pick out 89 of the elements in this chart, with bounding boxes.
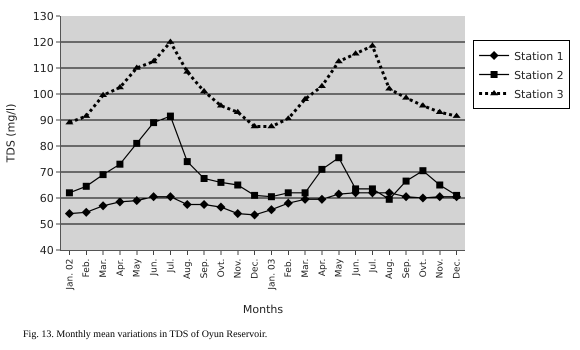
x-tick-label: Feb.	[82, 258, 92, 278]
caption: Fig. 13. Monthly mean variations in TDS of Oyun Reservoir.	[23, 329, 268, 340]
point	[184, 158, 191, 166]
x-tick-label: Ovt.	[216, 258, 227, 278]
legend-label: Station 3	[514, 88, 564, 101]
point	[100, 171, 107, 178]
point	[82, 182, 90, 190]
point	[453, 192, 460, 199]
x-tick-label: Apr.	[318, 258, 328, 276]
point	[418, 193, 428, 203]
point	[200, 200, 209, 210]
point	[98, 201, 108, 210]
x-axis-title: Months	[242, 302, 284, 316]
x-tick-label: Mar.	[99, 258, 110, 278]
point	[116, 160, 124, 168]
point	[251, 192, 258, 199]
x-tick-label: Nov.	[436, 258, 446, 278]
y-tick-label: 90	[40, 114, 54, 127]
point	[368, 42, 376, 48]
point	[402, 94, 410, 100]
x-tick-label: Jun.	[352, 258, 362, 277]
point	[150, 119, 158, 126]
point	[66, 189, 73, 196]
point	[368, 185, 376, 192]
y-tick-label: 60	[40, 192, 54, 205]
x-tick-label: May	[334, 258, 345, 278]
point	[268, 193, 275, 200]
x-tick-label: Aug.	[385, 258, 396, 280]
point	[99, 92, 108, 98]
point	[419, 167, 426, 174]
point	[216, 202, 226, 212]
x-tick-label: Jun.	[150, 258, 160, 277]
point	[402, 192, 411, 202]
point	[166, 192, 175, 202]
point	[115, 197, 124, 206]
point	[284, 198, 293, 208]
point	[402, 178, 410, 185]
y-tick-label: 130	[32, 10, 54, 23]
point	[217, 178, 224, 186]
x-tick-label: Apr.	[116, 258, 126, 276]
point	[266, 205, 276, 214]
point	[166, 112, 174, 120]
point	[250, 210, 260, 220]
x-tick-label: Aug.	[183, 258, 194, 280]
x-tick-label: Dec.	[452, 258, 463, 279]
y-axis-title: TDS (mg/l)	[4, 104, 18, 164]
point	[334, 190, 344, 199]
point	[132, 196, 142, 206]
x-tick-label: Ovt.	[418, 258, 429, 278]
x-tick-label: Nov.	[234, 258, 244, 278]
point	[200, 88, 208, 94]
point	[183, 68, 192, 74]
y-tick-label: 50	[40, 218, 54, 231]
y-tick-label: 80	[40, 140, 54, 153]
legend-label: Station 1	[514, 50, 564, 63]
point	[233, 209, 242, 218]
point	[133, 140, 140, 147]
point	[302, 189, 309, 196]
point	[318, 166, 326, 173]
x-tick-label: Dec.	[250, 258, 261, 279]
x-tick-label: Feb.	[284, 258, 294, 278]
x-tick-label: Sep.	[402, 258, 412, 278]
point	[284, 189, 292, 196]
x-tick-label: Mar.	[301, 258, 312, 278]
point	[64, 209, 74, 218]
point	[182, 200, 192, 210]
point	[200, 175, 208, 182]
y-tick-label: 40	[40, 244, 54, 257]
point	[436, 182, 444, 188]
point	[352, 185, 360, 192]
point	[82, 208, 91, 217]
point	[386, 196, 393, 203]
y-tick-label: 120	[32, 36, 54, 49]
point	[149, 192, 158, 202]
point	[234, 182, 242, 188]
y-tick-label: 100	[32, 88, 54, 101]
x-tick-label: Jul.	[166, 258, 176, 274]
point	[335, 154, 342, 162]
x-tick-label: May	[132, 258, 143, 278]
point	[317, 194, 326, 204]
x-tick-label: Jan. 02	[65, 258, 76, 291]
x-tick-label: Jul.	[368, 258, 378, 274]
y-tick-label: 110	[32, 62, 54, 75]
y-tick-label: 70	[40, 166, 54, 179]
x-tick-label: Sep.	[200, 258, 210, 278]
point	[435, 192, 444, 202]
x-tick-label: Jan. 03	[267, 258, 278, 291]
legend-label: Station 2	[514, 68, 564, 82]
point	[385, 85, 394, 91]
